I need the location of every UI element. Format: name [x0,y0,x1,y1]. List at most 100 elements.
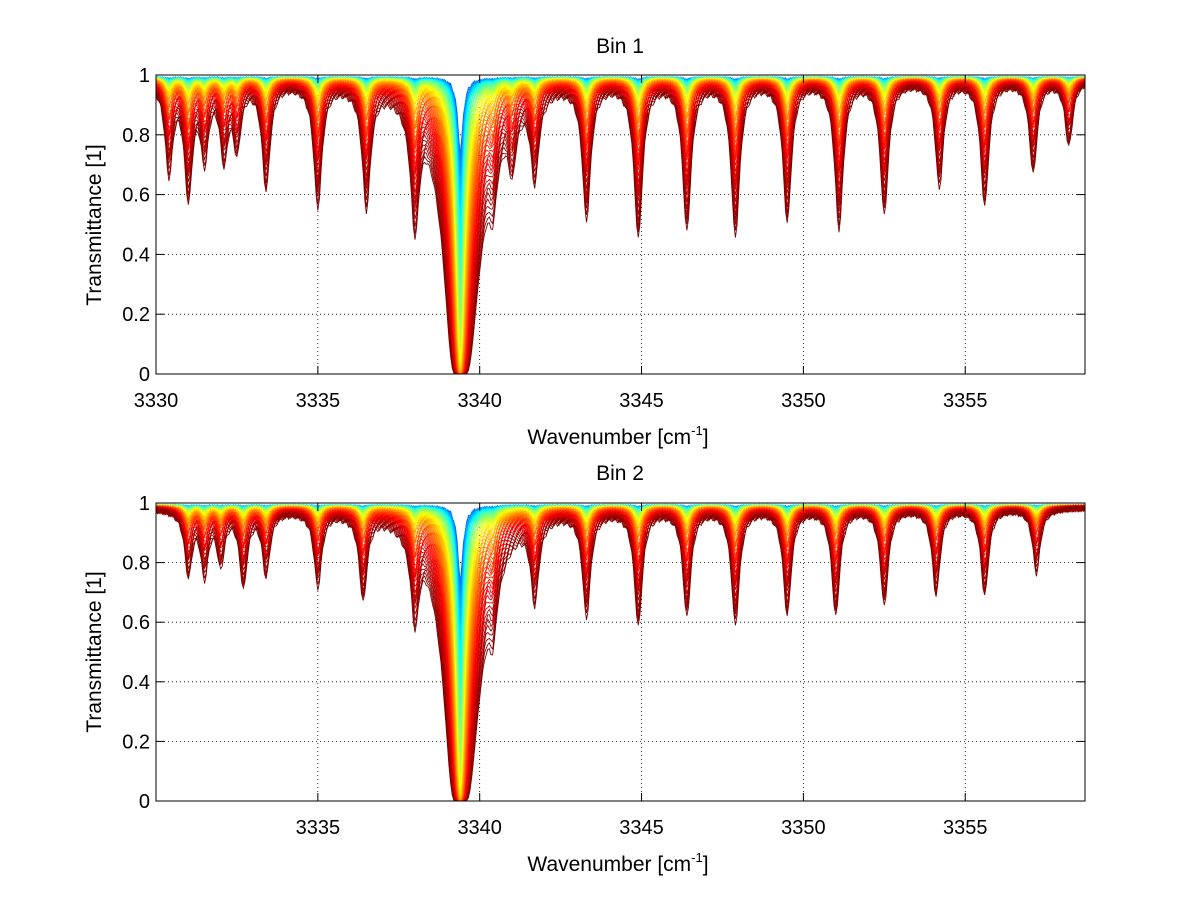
transmittance-curve [156,504,1085,801]
transmittance-curve [156,504,1085,801]
transmittance-curve [156,84,1085,374]
transmittance-curve [156,84,1085,374]
transmittance-curve [156,505,1085,801]
transmittance-curve [156,82,1085,374]
x-tick-label: 3350 [781,390,826,412]
grid [156,502,1085,802]
transmittance-curves [156,503,1085,801]
transmittance-curve [156,503,1085,801]
x-axis-label: Wavenumber [cm-1] [527,850,708,876]
y-tick-label: 0.8 [122,125,150,147]
x-axis-label-end: ] [703,426,709,449]
plot-area-frame [155,74,1086,375]
transmittance-curves [156,75,1085,374]
transmittance-curve [156,82,1085,374]
transmittance-curve [156,503,1085,734]
transmittance-curve [156,503,1085,792]
transmittance-curve [156,503,1085,684]
transmittance-curve [156,503,1085,801]
transmittance-curve [156,503,1085,785]
transmittance-curve [156,504,1085,801]
transmittance-curve [156,503,1085,690]
transmittance-curve [156,503,1085,801]
x-tick-label: 3345 [619,390,664,412]
y-tick-label: 1 [139,65,150,87]
transmittance-curve [156,504,1085,801]
transmittance-curve [156,503,1085,758]
transmittance-curve [156,81,1085,374]
transmittance-curve [156,503,1085,801]
y-axis-label: Transmittance [1] [83,571,106,732]
transmittance-curve [156,503,1085,723]
transmittance-curve [156,504,1085,801]
transmittance-curve [156,503,1085,794]
transmittance-curve [156,503,1085,664]
x-tick-label: 3345 [619,817,664,839]
transmittance-curve [156,503,1085,800]
transmittance-curve [156,504,1085,801]
transmittance-curve [156,503,1085,790]
transmittance-curve [156,504,1085,801]
transmittance-curve [156,503,1085,703]
plot-area-frame [155,502,1086,802]
transmittance-curve [156,503,1085,651]
x-tick-label: 3355 [943,390,988,412]
y-tick-label: 0 [139,791,150,813]
panel-bin-2: Bin 2 3335 3340 3345 3350 3355 0 0.2 0.4 0.6 0.8… [83,462,1086,876]
transmittance-curve [156,503,1085,801]
transmittance-curve [156,503,1085,798]
transmittance-curve [156,503,1085,796]
x-tick-label: 3340 [457,817,502,839]
chart-title: Bin 2 [596,462,644,485]
transmittance-curve [156,503,1085,782]
x-tick-label: 3355 [943,817,988,839]
x-tick-label: 3350 [781,817,826,839]
transmittance-curve [156,503,1085,779]
transmittance-curve [156,503,1085,801]
transmittance-curve [156,504,1085,801]
transmittance-curve [156,504,1085,801]
x-axis-label-superscript: -1 [691,850,703,865]
y-tick-label: 0.2 [122,731,150,753]
transmittance-curve [156,504,1085,801]
transmittance-curve [156,503,1085,696]
transmittance-curve [156,503,1085,775]
chart-title: Bin 1 [596,35,644,58]
transmittance-curve [156,503,1085,678]
y-tick-label: 0.2 [122,304,150,326]
transmittance-curve [156,503,1085,801]
y-tick-label: 0.4 [122,672,150,694]
x-ticks: 3335 3340 3345 3350 3355 [296,503,988,839]
transmittance-curve [156,503,1085,729]
transmittance-curve [156,503,1085,801]
x-tick-label: 3340 [457,390,502,412]
x-tick-label: 3335 [296,390,341,412]
transmittance-curve [156,503,1085,788]
transmittance-curve [156,503,1085,797]
transmittance-curve [156,503,1085,801]
x-ticks: 3330 3335 3340 3345 3350 3355 [134,75,988,412]
transmittance-curve [156,505,1085,801]
transmittance-curve [156,503,1085,710]
transmittance-curve [156,503,1085,752]
y-tick-label: 0.6 [122,612,150,634]
transmittance-curve [156,82,1085,374]
y-tick-label: 0.8 [122,553,150,575]
transmittance-curve [156,503,1085,671]
transmittance-curve [156,503,1085,771]
transmittance-curve [156,505,1085,801]
transmittance-curve [156,504,1085,801]
transmittance-curve [156,504,1085,801]
panel-bin-1: Bin 1 3330 3335 3340 3345 3350 3355 0 0.2 0.4 0.… [83,35,1086,449]
transmittance-curve [156,504,1085,801]
transmittance-curve [156,503,1085,801]
x-axis-label-superscript: -1 [691,423,703,438]
transmittance-curve [156,504,1085,801]
x-axis-label: Wavenumber [cm-1] [527,423,708,449]
x-axis-label-text: Wavenumber [cm [527,426,691,449]
y-axis-label: Transmittance [1] [83,144,106,305]
y-tick-label: 0.4 [122,244,150,266]
transmittance-curve [156,503,1085,766]
x-axis-label-end: ] [703,853,709,876]
